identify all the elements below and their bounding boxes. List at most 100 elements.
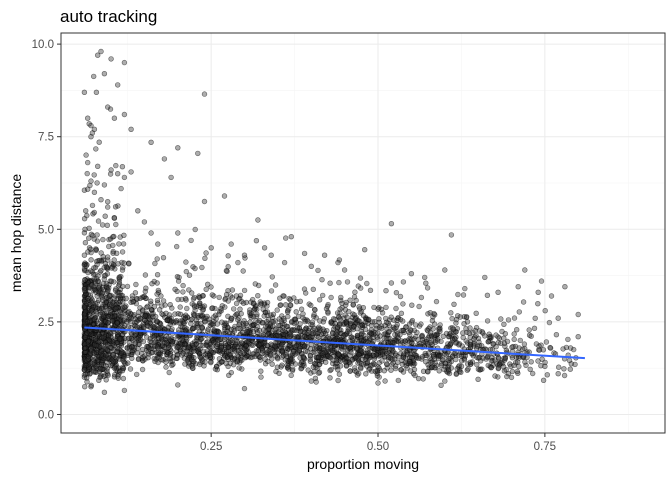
data-point — [253, 238, 260, 244]
data-point — [192, 265, 198, 272]
data-point — [101, 70, 108, 77]
data-point — [283, 351, 289, 358]
data-point — [327, 280, 333, 286]
data-point — [535, 289, 541, 295]
data-point — [335, 377, 341, 384]
data-point — [228, 369, 235, 376]
data-point — [269, 361, 275, 367]
data-point — [341, 344, 347, 350]
data-point — [121, 232, 127, 239]
data-point — [167, 351, 174, 357]
data-point — [285, 308, 291, 314]
data-point — [123, 295, 129, 302]
data-point — [81, 384, 88, 390]
data-point — [175, 230, 181, 236]
data-point — [186, 272, 193, 278]
data-point — [93, 146, 99, 152]
data-point — [214, 364, 220, 370]
data-point — [393, 305, 399, 312]
data-point — [110, 248, 116, 255]
data-point — [95, 218, 102, 224]
data-point — [236, 365, 242, 371]
data-point — [241, 385, 248, 392]
data-point — [195, 150, 201, 157]
data-point — [322, 330, 329, 337]
data-point — [305, 367, 311, 373]
data-point — [111, 342, 117, 348]
data-point — [240, 268, 246, 274]
data-point — [198, 354, 204, 361]
data-point — [172, 318, 179, 325]
data-point — [121, 354, 127, 360]
data-point — [163, 364, 169, 370]
data-point — [163, 333, 170, 339]
data-point — [395, 377, 401, 384]
data-point — [340, 333, 347, 339]
data-point — [445, 366, 452, 373]
data-point — [105, 372, 111, 378]
data-point — [338, 294, 344, 301]
data-point — [415, 375, 422, 382]
data-point — [104, 204, 111, 210]
data-point — [413, 322, 419, 328]
data-point — [84, 159, 91, 166]
data-point — [128, 126, 134, 133]
data-point — [315, 267, 321, 274]
data-point — [83, 300, 90, 307]
data-point — [84, 379, 90, 385]
data-point — [241, 287, 248, 294]
data-point — [145, 349, 151, 355]
data-point — [91, 126, 98, 133]
data-point — [327, 344, 333, 351]
data-point — [325, 353, 331, 359]
data-point — [399, 327, 405, 334]
data-point — [84, 318, 91, 325]
data-point — [88, 282, 95, 288]
data-point — [83, 152, 89, 158]
data-point — [235, 317, 241, 323]
data-point — [101, 264, 107, 271]
data-point — [155, 241, 161, 247]
data-point — [364, 353, 370, 360]
data-point — [451, 301, 457, 307]
data-point — [180, 350, 186, 356]
data-point — [116, 241, 122, 247]
data-point — [84, 186, 91, 192]
data-point — [344, 279, 351, 285]
data-point — [84, 170, 90, 177]
data-point — [388, 314, 394, 320]
data-point — [460, 292, 467, 298]
data-point — [383, 288, 389, 294]
data-point — [281, 259, 288, 266]
data-point — [350, 302, 356, 308]
data-point — [357, 323, 364, 329]
data-point — [188, 320, 194, 327]
data-point — [448, 330, 454, 337]
data-point — [148, 298, 154, 304]
data-point — [192, 226, 198, 233]
data-point — [321, 316, 327, 322]
data-point — [121, 304, 128, 310]
data-point — [98, 352, 105, 359]
data-point — [555, 315, 561, 321]
data-point — [169, 362, 175, 369]
data-point — [211, 327, 217, 333]
data-point — [538, 278, 545, 284]
data-point — [472, 327, 478, 334]
data-point — [287, 297, 293, 303]
data-point — [273, 368, 279, 375]
data-point — [463, 314, 470, 321]
data-point — [128, 169, 134, 175]
data-point — [97, 366, 104, 372]
data-point — [467, 359, 473, 365]
data-point — [81, 285, 88, 292]
data-point — [112, 306, 119, 312]
data-point — [119, 368, 126, 374]
data-point — [402, 338, 408, 344]
data-point — [202, 359, 208, 365]
data-point — [492, 373, 498, 379]
x-tick-label: 0.25 — [200, 441, 222, 453]
data-point — [228, 316, 235, 322]
data-point — [513, 354, 520, 360]
data-point — [234, 339, 241, 345]
